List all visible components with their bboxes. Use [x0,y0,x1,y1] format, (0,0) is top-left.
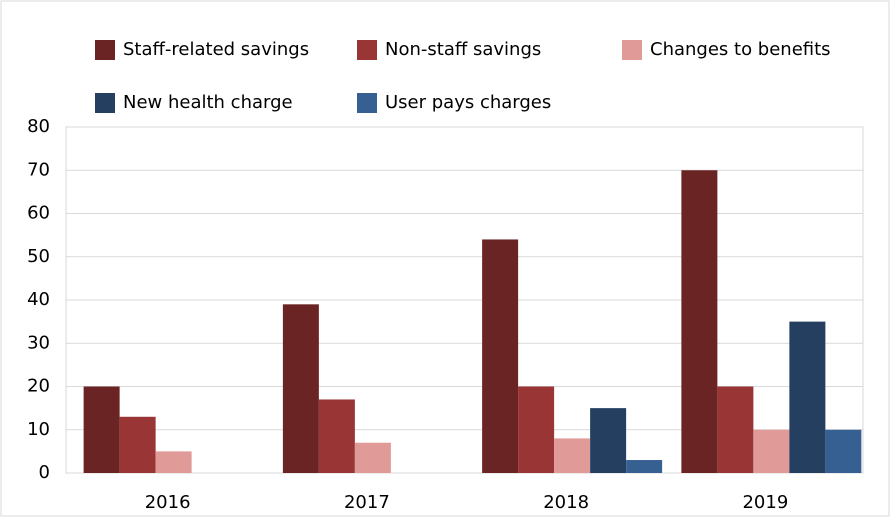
legend-swatch [357,93,377,113]
y-tick-label: 60 [27,203,50,224]
x-tick-label: 2018 [543,492,589,513]
legend-swatch [95,40,115,60]
bar [825,429,862,473]
bar [282,304,319,473]
bar [318,399,355,473]
bar [482,239,519,473]
legend-label: User pays charges [385,92,551,113]
y-tick-label: 50 [27,246,50,267]
legend-label: Changes to benefits [650,39,831,60]
x-tick-label: 2019 [742,492,788,513]
bar [155,451,192,473]
y-tick-label: 80 [27,116,50,137]
legend-label: Staff-related savings [123,39,309,60]
legend-swatch [95,93,115,113]
bar [119,416,156,473]
bar [789,321,826,473]
legend-swatch [622,40,642,60]
bar [554,438,591,473]
y-tick-label: 10 [27,419,50,440]
legend-label: New health charge [123,92,293,113]
legend-label: Non-staff savings [385,39,541,60]
bar [681,170,718,473]
y-tick-label: 40 [27,289,50,310]
bar [518,386,555,473]
bar [354,442,391,473]
bar [590,408,627,473]
legend-swatch [357,40,377,60]
bar [83,386,120,473]
bar [626,460,663,473]
y-tick-label: 70 [27,159,50,180]
bar [753,429,790,473]
y-tick-label: 30 [27,332,50,353]
y-tick-label: 0 [39,462,50,483]
y-tick-label: 20 [27,376,50,397]
x-tick-label: 2017 [344,492,390,513]
bar [717,386,754,473]
x-tick-label: 2016 [145,492,191,513]
